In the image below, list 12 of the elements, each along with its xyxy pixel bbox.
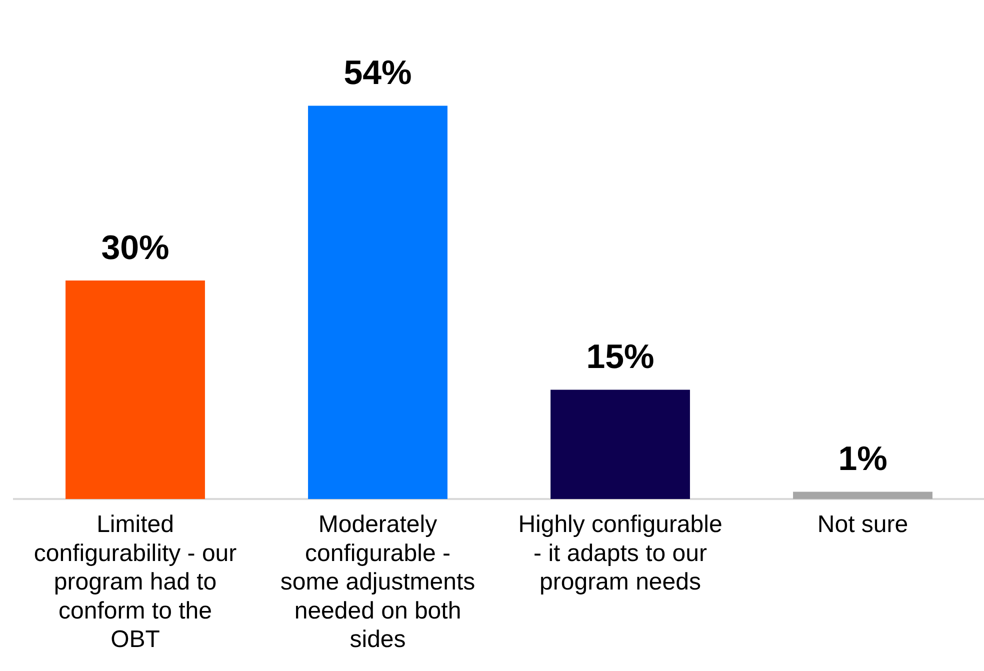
x-tick-label: Limited configurability - our program had to conform to the OBT xyxy=(34,511,237,654)
x-tick-label: Not sure xyxy=(817,511,908,538)
x-tick-label: Highly configurable - it adapts to our program needs xyxy=(518,511,722,596)
bar xyxy=(550,390,690,499)
bar xyxy=(308,106,448,499)
bar xyxy=(66,280,205,499)
data-label: 30% xyxy=(101,228,170,267)
bar xyxy=(793,492,932,499)
data-label: 1% xyxy=(838,440,888,478)
x-tick-label: Moderately configurable - some adjustments needed on both sides xyxy=(280,511,476,654)
data-label: 54% xyxy=(344,54,412,92)
data-label: 15% xyxy=(586,338,654,376)
